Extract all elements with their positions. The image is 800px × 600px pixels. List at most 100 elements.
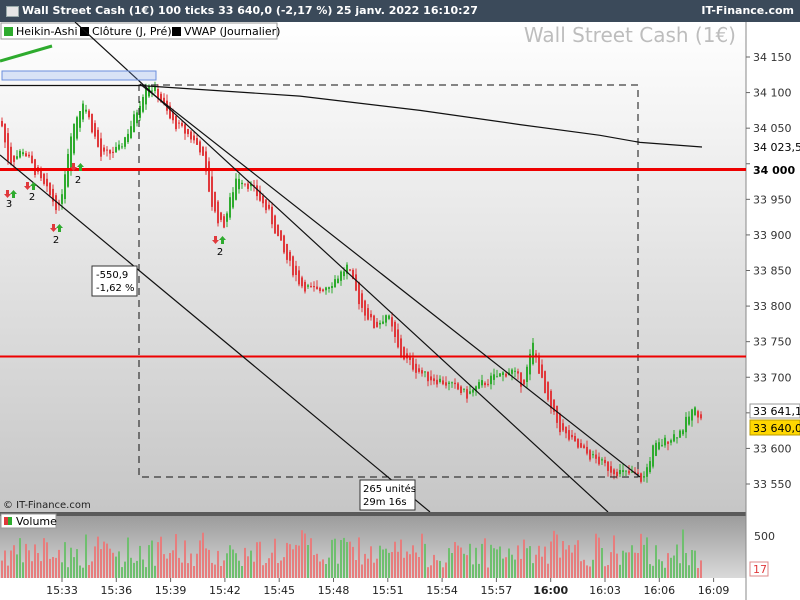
candle-body <box>685 416 687 433</box>
volume-bar <box>103 541 105 578</box>
candle-body <box>268 204 270 209</box>
candle-body <box>505 373 507 377</box>
volume-bar <box>256 542 258 578</box>
legend-vwap[interactable]: VWAP (Journalier) <box>184 25 280 38</box>
volume-bar <box>283 557 285 578</box>
candle-body <box>475 386 477 391</box>
candle-body <box>430 376 432 381</box>
volume-bar <box>121 567 123 578</box>
legend-heikin-ashi[interactable]: Heikin-Ashi <box>16 25 78 38</box>
highlight-zone[interactable] <box>1 70 157 81</box>
candle-body <box>22 152 24 155</box>
change-pct: -1,62 % <box>96 283 135 294</box>
candle-body <box>109 149 111 154</box>
x-axis: 15:33 15:36 15:39 15:42 15:45 15:48 15:51 15:54… <box>46 578 729 597</box>
duration-annotation[interactable]: 265 unités 29m 16s <box>359 479 416 511</box>
volume-bar <box>487 567 489 578</box>
y-tick-label: 33 750 <box>753 336 792 349</box>
volume-bar <box>82 567 84 578</box>
volume-bar <box>304 533 306 578</box>
volume-bar <box>541 556 543 578</box>
candle-body <box>175 116 177 130</box>
duration: 29m 16s <box>363 497 407 508</box>
candle-body <box>139 105 141 118</box>
candle-body <box>262 195 264 204</box>
volume-bar <box>106 543 108 578</box>
volume-bar <box>580 561 582 578</box>
volume-bar <box>583 559 585 578</box>
signal-markers: 3 2 2 2 2 <box>4 163 226 258</box>
volume-bar <box>649 564 651 578</box>
candle-body <box>199 141 201 153</box>
x-tick-label: 15:42 <box>209 584 241 597</box>
candle-body <box>490 375 492 385</box>
candle-body <box>574 436 576 442</box>
change-annotation[interactable]: -550,9 -1,62 % <box>91 265 138 297</box>
candle-body <box>253 185 255 187</box>
signal-marker[interactable]: 2 <box>50 224 63 246</box>
x-tick-label: 15:36 <box>100 584 132 597</box>
candle-body <box>553 399 555 412</box>
vwap-price-tag <box>750 140 800 153</box>
candle-body <box>385 315 387 323</box>
copyright: © IT-Finance.com <box>3 500 91 511</box>
candle-body <box>1 121 3 127</box>
candle-body <box>112 151 114 153</box>
candle-body <box>310 286 312 287</box>
trendline-2[interactable] <box>139 83 641 478</box>
y-tick-label: 33 850 <box>753 265 792 278</box>
volume-bar <box>484 538 486 578</box>
volume-bar <box>532 563 534 578</box>
volume-bar <box>430 565 432 578</box>
panel-separator[interactable] <box>0 512 746 516</box>
candle-body <box>85 109 87 112</box>
volume-bar <box>598 537 600 578</box>
candle-body <box>691 409 693 421</box>
candle-body <box>325 287 327 291</box>
volume-bar <box>154 565 156 578</box>
signal-marker[interactable]: 2 <box>70 163 84 186</box>
volume-bar <box>658 559 660 578</box>
candle-body <box>361 293 363 308</box>
signal-marker[interactable]: 2 <box>212 236 226 258</box>
chart-title: Wall Street Cash (1€) 100 ticks 33 640,0… <box>22 4 478 17</box>
candle-body <box>601 459 603 461</box>
candle-body <box>55 195 57 211</box>
volume-bar <box>301 530 303 578</box>
volume-bar <box>568 545 570 578</box>
candle-body <box>40 169 42 179</box>
volume-bar <box>46 542 48 578</box>
volume-bar <box>97 536 99 578</box>
volume-bar <box>307 545 309 578</box>
candle-body <box>415 363 417 373</box>
volume-bar <box>112 552 114 578</box>
candle-body <box>598 456 600 465</box>
signal-marker[interactable]: 2 <box>24 182 37 203</box>
green-trendline[interactable] <box>0 44 53 63</box>
trendline-3[interactable] <box>0 154 431 512</box>
signal-marker[interactable]: 3 <box>4 190 17 210</box>
candle-body <box>622 470 624 472</box>
trendline-1[interactable] <box>74 22 609 512</box>
last-price-tag <box>749 419 800 436</box>
volume-bar <box>637 553 639 578</box>
volume-bar <box>604 566 606 578</box>
chart-area[interactable]: Wall Street Cash (1€) Heikin-Ashi Clôtur… <box>0 22 800 600</box>
volume-bar <box>4 550 6 578</box>
volume-bar <box>157 542 159 578</box>
candle-body <box>43 173 45 184</box>
volume-bar <box>193 566 195 578</box>
x-tick-label: 15:39 <box>155 584 187 597</box>
volume-bar <box>511 554 513 578</box>
volume-bar <box>70 547 72 578</box>
legend-cloture[interactable]: Clôture (J, Pré) <box>92 25 172 38</box>
volume-bar <box>331 539 333 578</box>
candle-body <box>607 461 609 471</box>
x-tick-label: 15:33 <box>46 584 78 597</box>
signal-count: 2 <box>75 175 81 186</box>
volume-bar <box>505 557 507 578</box>
candle-body <box>424 371 426 373</box>
volume-bar <box>25 543 27 578</box>
candle-body <box>451 382 453 384</box>
candles-layer <box>1 81 702 484</box>
